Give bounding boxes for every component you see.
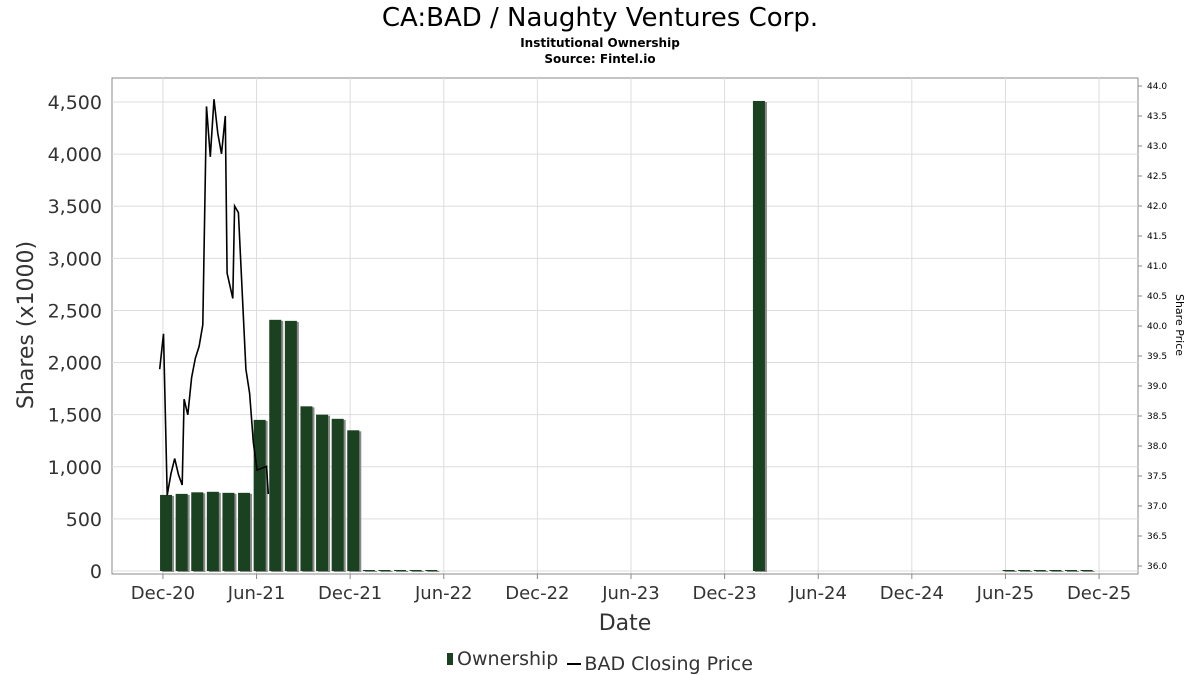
ownership-bar [238,492,251,571]
legend-label-price: BAD Closing Price [584,653,753,675]
x-axis-label: Date [599,611,652,636]
x-tick-label: Dec-24 [880,583,944,604]
y-tick-label: 0 [90,561,102,583]
ownership-bar [1064,570,1077,571]
y2-tick-label: 43.5 [1147,112,1167,122]
x-tick-label: Jun-21 [227,583,286,604]
ownership-bar [1080,570,1093,571]
y2-tick-label: 39.5 [1147,352,1167,362]
x-tick-label: Dec-23 [692,583,756,604]
x-tick-label: Dec-25 [1067,583,1131,604]
y2-tick-label: 42.5 [1147,172,1167,182]
legend-item-price[interactable]: BAD Closing Price [564,653,753,675]
ownership-bar [300,406,313,571]
ownership-bar-shadow [1004,571,1017,572]
ownership-bar-shadow [1051,571,1064,572]
ownership-bar [160,494,173,571]
ownership-bar [409,570,422,571]
y2-tick-label: 38.0 [1147,442,1167,452]
y2-tick-label: 40.0 [1147,322,1167,332]
ownership-bar [175,493,188,571]
y2-tick-label: 41.0 [1147,262,1167,272]
y2-tick-label: 43.0 [1147,142,1167,152]
x-tick-label: Jun-22 [414,583,473,604]
ownership-bar-shadow [1082,571,1095,572]
y2-tick-label: 44.0 [1147,82,1167,92]
ownership-bar [1018,570,1031,571]
y-tick-label: 2,500 [48,300,102,322]
y-tick-label: 1,500 [48,405,102,427]
ownership-bar-shadow [1020,571,1033,572]
ownership-bar [284,320,297,571]
y-axis-label: Shares (x1000) [14,241,39,409]
y-tick-label: 1,000 [48,457,102,479]
y2-tick-label: 37.5 [1147,472,1167,482]
y2-tick-label: 39.0 [1147,382,1167,392]
ownership-bar-shadow [380,571,393,572]
price-line-icon [567,663,582,665]
x-tick-label: Jun-23 [601,583,660,604]
ownership-bar-shadow [411,571,424,572]
y2-tick-label: 38.5 [1147,412,1167,422]
y-tick-label: 2,000 [48,353,102,375]
y-tick-label: 500 [66,509,102,531]
ownership-bar [425,570,438,571]
y-tick-label: 4,000 [48,144,102,166]
chart-source: Source: Fintel.io [544,52,656,66]
x-tick-label: Jun-24 [788,583,847,604]
ownership-bar [253,419,266,571]
x-tick-label: Dec-20 [131,583,195,604]
ownership-bar [394,570,407,571]
ownership-bar [269,319,282,571]
price-line [158,99,270,496]
chart-subtitle: Institutional Ownership [520,36,680,50]
y2-tick-label: 36.5 [1147,532,1167,542]
ownership-swatch-icon [447,653,454,665]
ownership-bar [1033,570,1046,571]
ownership-bar [1002,570,1015,571]
ownership-bar [331,418,344,571]
ownership-bar [316,414,329,571]
ownership-bar-shadow [1066,571,1079,572]
ownership-bar-shadow [1035,571,1048,572]
chart-title: CA:BAD / Naughty Ventures Corp. [381,3,819,33]
ownership-bar [347,430,360,571]
y2-axis-label: Share Price [1173,294,1186,356]
ownership-bar [191,492,204,571]
ownership-bar [378,570,391,571]
y-tick-label: 3,500 [48,196,102,218]
y-tick-label: 4,500 [48,92,102,114]
ownership-bar-shadow [396,571,409,572]
y2-tick-label: 41.5 [1147,232,1167,242]
x-tick-label: Dec-22 [505,583,569,604]
x-tick-label: Jun-25 [976,583,1035,604]
y2-tick-label: 36.0 [1147,562,1167,572]
ownership-bar [206,491,219,571]
y2-tick-label: 42.0 [1147,202,1167,212]
ownership-bar-shadow [364,571,377,572]
legend-label-ownership: Ownership [457,648,559,670]
legend: Ownership BAD Closing Price [0,648,1200,675]
ownership-bar [362,570,375,571]
y2-tick-label: 40.5 [1147,292,1167,302]
legend-item-ownership[interactable]: Ownership [447,648,558,670]
x-tick-label: Dec-21 [318,583,382,604]
ownership-bar-shadow [427,571,440,572]
ownership-bar [1049,570,1062,571]
y-tick-label: 3,000 [48,248,102,270]
ownership-bar [752,100,765,572]
ownership-bar [222,492,235,571]
y2-tick-label: 37.0 [1147,502,1167,512]
